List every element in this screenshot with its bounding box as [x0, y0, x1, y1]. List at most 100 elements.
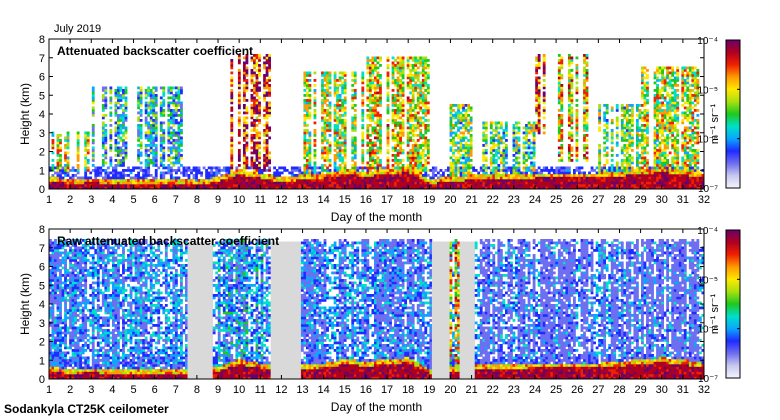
heatmap-cell: [462, 164, 465, 167]
heatmap-cell: [411, 84, 415, 87]
heatmap-cell: [119, 154, 123, 157]
heatmap-cell: [109, 136, 113, 140]
heatmap-cell: [326, 166, 329, 170]
heatmap-cell: [615, 119, 619, 122]
heatmap-cell: [376, 174, 380, 177]
heatmap-cell: [409, 91, 413, 95]
heatmap-cell: [169, 179, 173, 182]
heatmap-cell: [74, 186, 78, 190]
heatmap-cell: [210, 174, 214, 177]
heatmap-cell: [250, 114, 254, 117]
heatmap-cell: [157, 184, 161, 187]
heatmap-cell: [51, 174, 55, 177]
heatmap-cell: [603, 114, 607, 117]
heatmap-cell: [570, 184, 574, 187]
heatmap-cell: [54, 176, 57, 180]
heatmap-cell: [104, 186, 108, 190]
heatmap-cell: [341, 181, 345, 185]
heatmap-cell: [389, 179, 392, 182]
heatmap-cell: [114, 169, 118, 172]
heatmap-cell: [313, 164, 317, 167]
heatmap-cell: [230, 164, 234, 167]
heatmap-cell: [424, 119, 428, 122]
heatmap-cell: [399, 121, 402, 125]
heatmap-cell: [464, 186, 468, 190]
heatmap-cell: [537, 184, 541, 187]
heatmap-cell: [409, 159, 413, 162]
heatmap-cell: [449, 124, 453, 127]
heatmap-cell: [326, 149, 329, 152]
heatmap-cell: [56, 166, 60, 170]
heatmap-cell: [386, 119, 390, 122]
heatmap-cell: [353, 181, 357, 185]
heatmap-cell: [424, 89, 428, 92]
heatmap-cell: [585, 69, 589, 72]
heatmap-cell: [638, 139, 642, 142]
heatmap-cell: [426, 179, 430, 182]
heatmap-cell: [323, 109, 327, 112]
heatmap-cell: [532, 156, 536, 160]
heatmap-cell: [114, 126, 118, 130]
heatmap-cell: [462, 116, 465, 120]
heatmap-cell: [84, 181, 88, 185]
heatmap-cell: [585, 129, 589, 132]
heatmap-cell: [305, 71, 309, 75]
heatmap-cell: [255, 111, 259, 115]
heatmap-cell: [253, 171, 256, 175]
heatmap-cell: [122, 134, 125, 137]
heatmap-cell: [379, 86, 382, 90]
heatmap-cell: [379, 136, 382, 140]
heatmap-cell: [567, 181, 571, 185]
heatmap-cell: [104, 101, 108, 105]
heatmap-cell: [462, 136, 465, 140]
heatmap-cell: [396, 111, 400, 115]
heatmap-cell: [492, 174, 496, 177]
heatmap-cell: [625, 184, 629, 187]
heatmap-cell: [265, 169, 269, 172]
heatmap-cell: [401, 76, 405, 80]
heatmap-cell: [454, 176, 458, 180]
heatmap-cell: [565, 174, 569, 177]
heatmap-cell: [376, 176, 380, 180]
heatmap-cell: [562, 169, 566, 172]
heatmap-cell: [585, 91, 589, 95]
heatmap-cell: [535, 69, 539, 72]
heatmap-cell: [585, 156, 589, 160]
heatmap-cell: [459, 126, 463, 130]
heatmap-cell: [316, 184, 319, 187]
heatmap-cell: [96, 184, 100, 187]
heatmap-cell: [588, 186, 591, 190]
heatmap-cell: [56, 174, 60, 177]
heatmap-cell: [583, 81, 586, 85]
heatmap-cell: [419, 96, 423, 100]
heatmap-cell: [328, 101, 332, 105]
heatmap-cell: [119, 106, 123, 110]
heatmap-cell: [51, 164, 55, 167]
heatmap-cell: [452, 126, 455, 130]
heatmap-cell: [134, 186, 138, 190]
heatmap-cell: [101, 96, 105, 100]
heatmap-cell: [326, 151, 329, 155]
heatmap-cell: [323, 101, 327, 105]
heatmap-cell: [305, 129, 309, 132]
heatmap-cell: [321, 74, 324, 77]
heatmap-cell: [411, 154, 415, 157]
heatmap-cell: [258, 184, 261, 187]
heatmap-cell: [416, 59, 420, 62]
heatmap-cell: [590, 166, 594, 170]
heatmap-cell: [152, 139, 156, 142]
heatmap-cell: [552, 174, 556, 177]
heatmap-cell: [406, 64, 410, 67]
heatmap-cell: [469, 109, 473, 112]
heatmap-cell: [567, 124, 571, 127]
heatmap-cell: [399, 171, 402, 175]
heatmap-cell: [507, 174, 511, 177]
heatmap-cell: [630, 134, 634, 137]
heatmap-cell: [462, 154, 465, 157]
heatmap-cell: [117, 86, 120, 90]
heatmap-cell: [250, 109, 254, 112]
heatmap-cell: [147, 124, 151, 127]
heatmap-cell: [361, 154, 365, 157]
heatmap-cell: [353, 89, 357, 92]
heatmap-cell: [502, 166, 506, 170]
